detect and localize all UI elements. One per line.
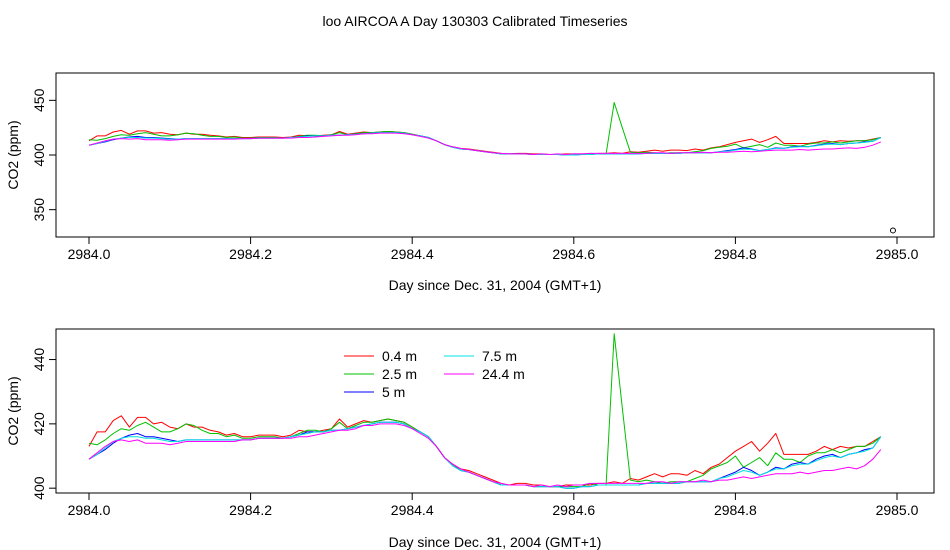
x-tick-label: 2984.8 <box>714 502 757 518</box>
legend-label: 0.4 m <box>382 348 417 364</box>
panel-top: 2984.0 2984.2 2984.4 2984.6 2984.8 2985.0 Day … <box>5 72 935 293</box>
y-tick-label: 350 <box>31 198 47 222</box>
legend-label: 5 m <box>382 384 405 400</box>
x-tick-label: 2985.0 <box>876 246 919 262</box>
x-tick-label: 2984.4 <box>391 502 434 518</box>
panel-bottom: 2984.0 2984.2 2984.4 2984.6 2984.8 2985.0 Day … <box>5 328 935 550</box>
y-tick-label: 420 <box>31 412 47 436</box>
series-line-24-4-m <box>88 423 882 488</box>
y-tick-label: 400 <box>31 476 47 500</box>
x-axis-label: Day since Dec. 31, 2004 (GMT+1) <box>389 534 602 550</box>
outlier-point <box>889 227 896 234</box>
y-tick-label: 450 <box>31 88 47 112</box>
y-axis-label: CO2 (ppm) <box>5 120 21 189</box>
x-tick-label: 2985.0 <box>876 502 919 518</box>
x-tick-label: 2984.8 <box>714 246 757 262</box>
figure-title: loo AIRCOA A Day 130303 Calibrated Times… <box>322 13 627 29</box>
x-tick-label: 2984.4 <box>391 246 434 262</box>
legend-label: 7.5 m <box>482 348 517 364</box>
series-line-0-4-m <box>88 415 882 488</box>
y-tick-label: 400 <box>31 143 47 167</box>
series-line-24-4-m <box>88 132 881 155</box>
x-tick-label: 2984.2 <box>229 502 272 518</box>
x-tick-label: 2984.2 <box>229 246 272 262</box>
legend-label: 2.5 m <box>382 366 417 382</box>
x-axis-label: Day since Dec. 31, 2004 (GMT+1) <box>389 277 602 293</box>
legend: 0.4 m 2.5 m 5 m 7.5 m 24.4 m <box>344 348 525 400</box>
y-axis-label: CO2 (ppm) <box>5 376 21 445</box>
x-tick-label: 2984.0 <box>68 502 111 518</box>
x-tick-label: 2984.0 <box>68 246 111 262</box>
series-line-2-5-m <box>88 102 881 155</box>
plot-frame <box>55 72 935 238</box>
x-tick-label: 2984.6 <box>552 502 595 518</box>
x-tick-label: 2984.6 <box>552 246 595 262</box>
y-tick-label: 440 <box>31 348 47 372</box>
legend-label: 24.4 m <box>482 366 525 382</box>
